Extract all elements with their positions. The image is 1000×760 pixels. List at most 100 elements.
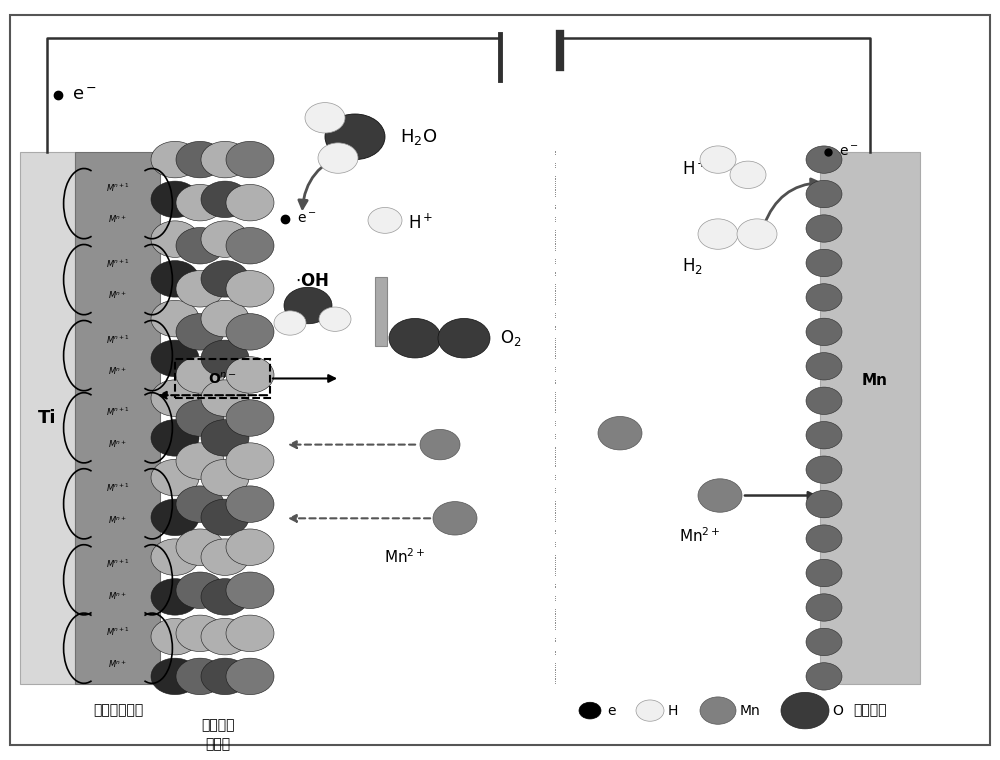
- Text: 二氧化锨: 二氧化锨: [201, 718, 235, 732]
- Circle shape: [151, 261, 199, 297]
- Circle shape: [226, 185, 274, 221]
- Bar: [375, 277, 387, 346]
- Text: $M^{n+1}$: $M^{n+1}$: [106, 406, 130, 418]
- Circle shape: [226, 529, 274, 565]
- Circle shape: [806, 353, 842, 380]
- Circle shape: [389, 318, 441, 358]
- Text: 沉积层: 沉积层: [205, 737, 231, 751]
- Circle shape: [318, 143, 358, 173]
- Text: $M^{n+1}$: $M^{n+1}$: [106, 558, 130, 570]
- Bar: [820, 152, 920, 684]
- Circle shape: [781, 692, 829, 729]
- Text: O$^{n-}$: O$^{n-}$: [208, 370, 237, 387]
- Circle shape: [201, 340, 249, 377]
- Circle shape: [806, 629, 842, 656]
- Circle shape: [151, 658, 199, 695]
- Bar: [175, 359, 270, 398]
- Circle shape: [151, 141, 199, 178]
- Circle shape: [806, 180, 842, 207]
- Circle shape: [176, 615, 224, 651]
- Circle shape: [806, 215, 842, 242]
- Circle shape: [420, 429, 460, 460]
- Circle shape: [636, 700, 664, 721]
- Text: Mn$^{2+}$: Mn$^{2+}$: [679, 527, 721, 545]
- Circle shape: [176, 314, 224, 350]
- Circle shape: [176, 658, 224, 695]
- Text: Mn$^{2+}$: Mn$^{2+}$: [384, 547, 426, 565]
- Circle shape: [806, 146, 842, 173]
- Circle shape: [176, 227, 224, 264]
- Text: Mn: Mn: [740, 704, 761, 717]
- Circle shape: [176, 356, 224, 393]
- Circle shape: [176, 271, 224, 307]
- Circle shape: [201, 300, 249, 337]
- Text: $M^{n+1}$: $M^{n+1}$: [106, 182, 130, 194]
- Circle shape: [201, 141, 249, 178]
- Circle shape: [698, 219, 738, 249]
- Circle shape: [151, 300, 199, 337]
- Text: e$^-$: e$^-$: [72, 86, 97, 104]
- Circle shape: [201, 459, 249, 496]
- Circle shape: [579, 702, 601, 719]
- Circle shape: [176, 400, 224, 436]
- Circle shape: [201, 578, 249, 615]
- Text: 金属锔层: 金属锔层: [853, 704, 887, 717]
- Circle shape: [806, 663, 842, 690]
- Text: $M^{n+1}$: $M^{n+1}$: [106, 626, 130, 638]
- Circle shape: [806, 525, 842, 553]
- Circle shape: [700, 697, 736, 724]
- Bar: [75, 152, 160, 684]
- Circle shape: [151, 380, 199, 416]
- Circle shape: [319, 307, 351, 331]
- Circle shape: [151, 181, 199, 217]
- Circle shape: [151, 499, 199, 536]
- Circle shape: [201, 420, 249, 456]
- Text: H$^+$: H$^+$: [408, 213, 433, 233]
- Circle shape: [176, 443, 224, 480]
- Circle shape: [226, 141, 274, 178]
- Circle shape: [201, 380, 249, 416]
- Text: H$^+$: H$^+$: [682, 159, 707, 179]
- Circle shape: [201, 181, 249, 217]
- Circle shape: [284, 287, 332, 324]
- Circle shape: [151, 420, 199, 456]
- Circle shape: [226, 615, 274, 651]
- Circle shape: [151, 340, 199, 377]
- Circle shape: [176, 529, 224, 565]
- Circle shape: [274, 311, 306, 335]
- Circle shape: [201, 499, 249, 536]
- Circle shape: [806, 594, 842, 621]
- Circle shape: [151, 539, 199, 575]
- Text: e: e: [607, 704, 616, 717]
- Text: $M^{n+1}$: $M^{n+1}$: [106, 334, 130, 346]
- Circle shape: [806, 490, 842, 518]
- Circle shape: [176, 185, 224, 221]
- Circle shape: [806, 283, 842, 311]
- Text: $M^{n+1}$: $M^{n+1}$: [106, 482, 130, 494]
- Circle shape: [201, 619, 249, 655]
- Circle shape: [226, 271, 274, 307]
- Circle shape: [806, 559, 842, 587]
- Circle shape: [201, 658, 249, 695]
- Text: H$_2$: H$_2$: [682, 256, 703, 276]
- Circle shape: [433, 502, 477, 535]
- Circle shape: [305, 103, 345, 133]
- Text: e$^-$: e$^-$: [297, 212, 317, 226]
- Circle shape: [226, 658, 274, 695]
- Circle shape: [226, 443, 274, 480]
- Circle shape: [226, 227, 274, 264]
- Circle shape: [325, 114, 385, 160]
- Text: O: O: [832, 704, 843, 717]
- Circle shape: [176, 572, 224, 609]
- Text: $M^{n+}$: $M^{n+}$: [108, 590, 128, 602]
- Circle shape: [151, 221, 199, 258]
- Text: $\cdot$OH: $\cdot$OH: [295, 272, 329, 290]
- Circle shape: [806, 249, 842, 277]
- Text: Ti: Ti: [38, 409, 57, 427]
- Text: H: H: [668, 704, 678, 717]
- Circle shape: [438, 318, 490, 358]
- Text: $M^{n+}$: $M^{n+}$: [108, 214, 128, 226]
- Circle shape: [368, 207, 402, 233]
- Bar: [20, 152, 75, 684]
- Circle shape: [151, 459, 199, 496]
